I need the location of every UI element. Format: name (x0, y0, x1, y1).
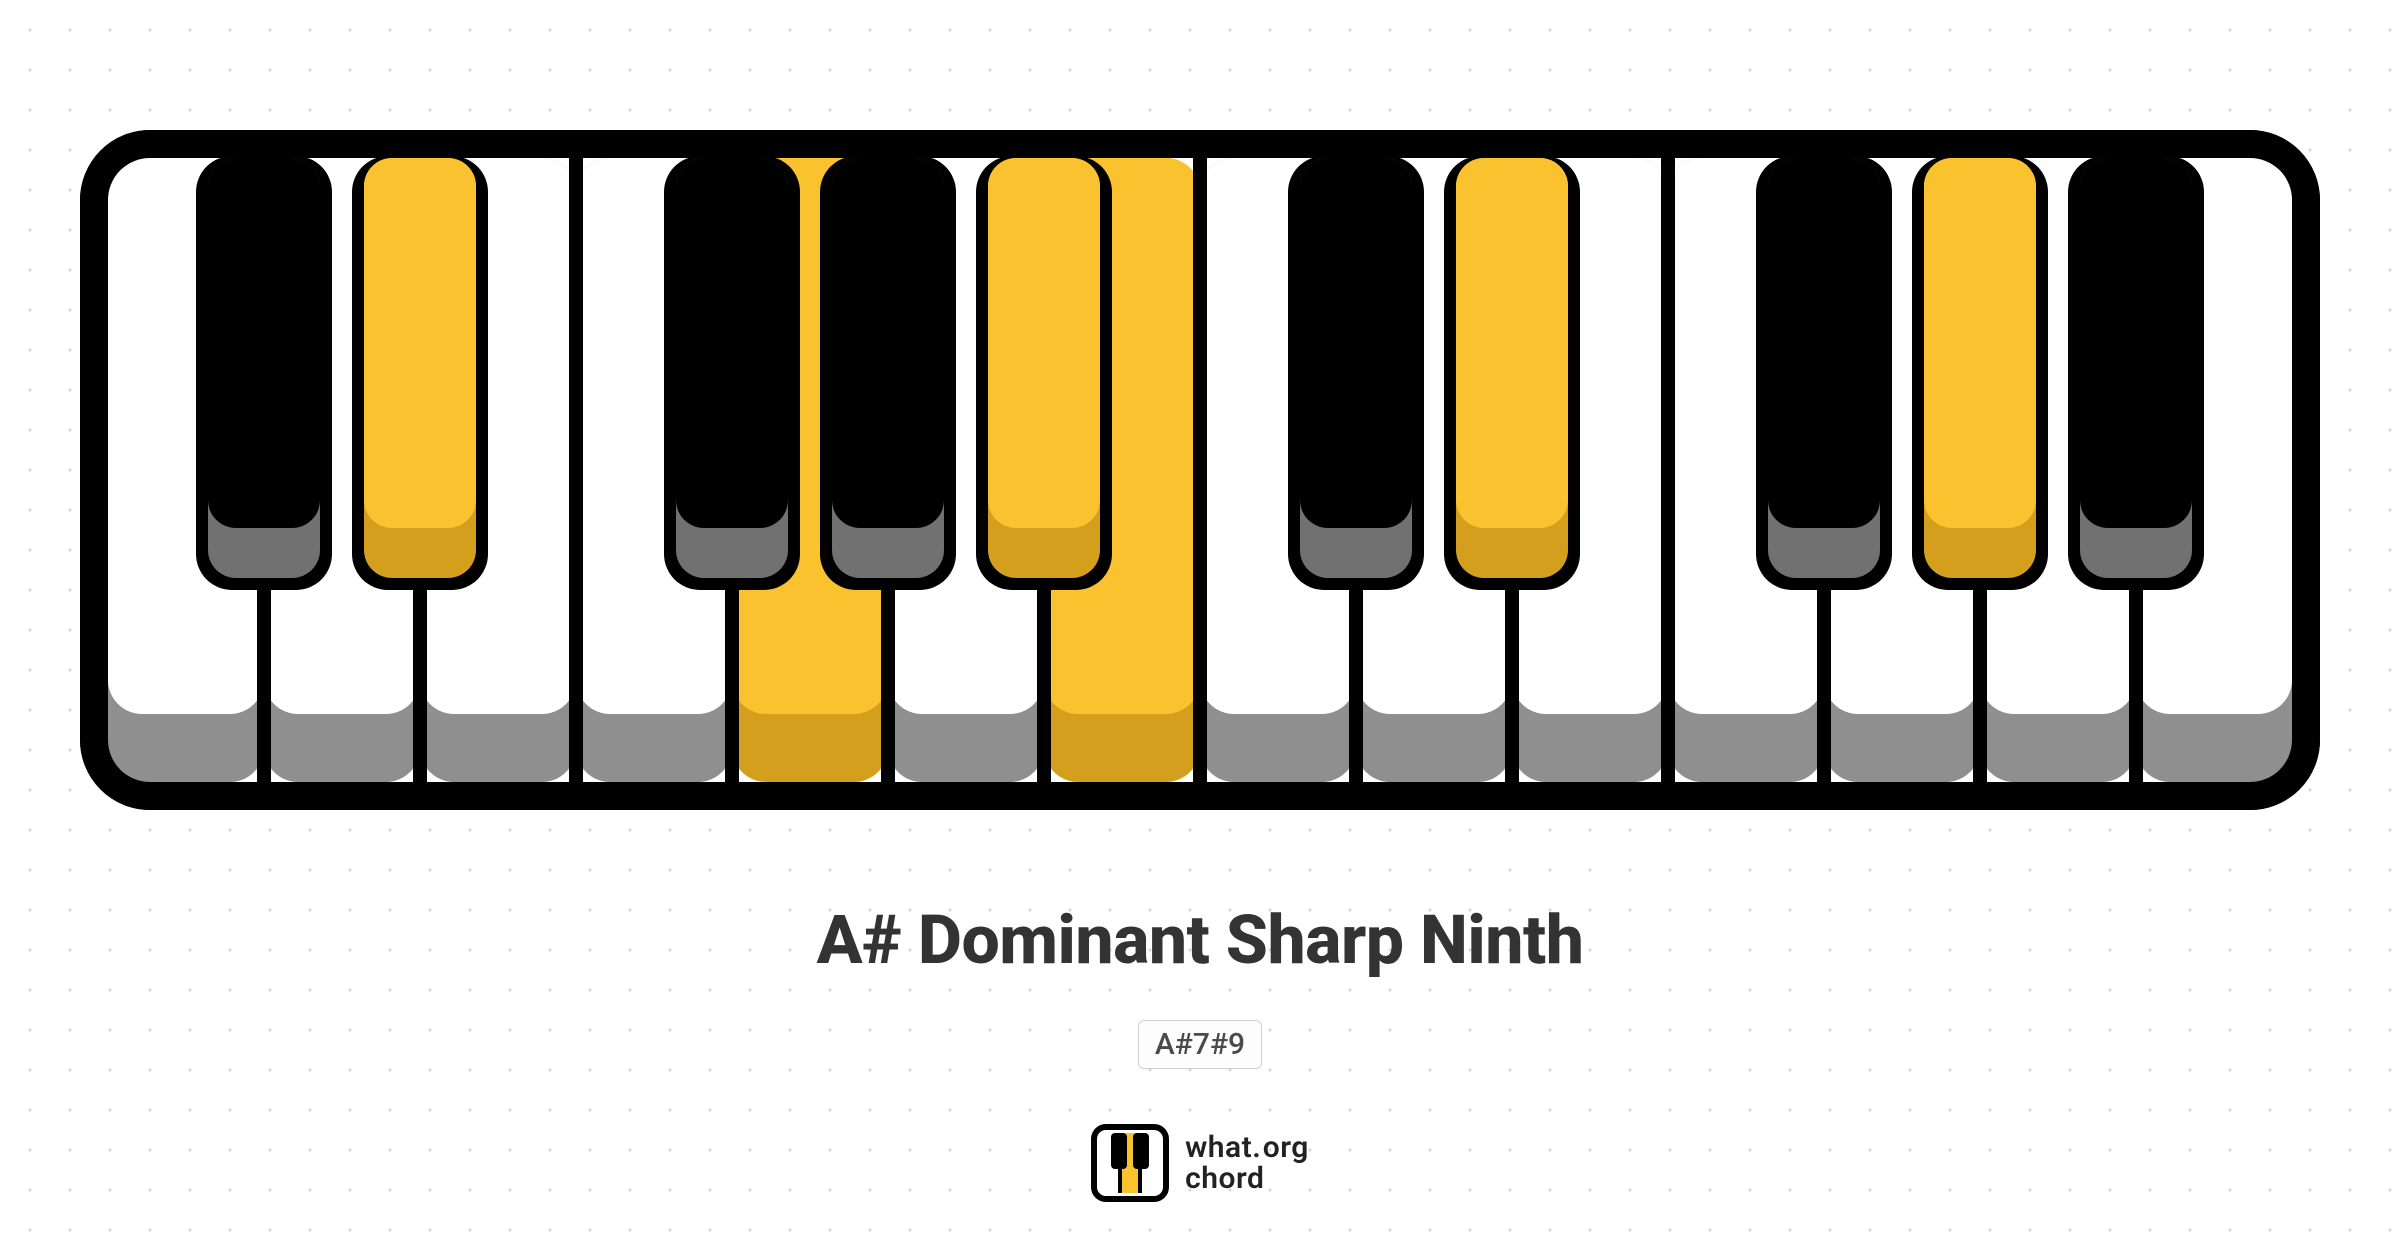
black-key (676, 158, 788, 528)
black-key (1300, 158, 1412, 528)
chord-title: A# Dominant Sharp Ninth (817, 900, 1584, 980)
logo-text: what.org chord (1185, 1132, 1309, 1195)
chord-symbol-badge: A#7#9 (1138, 1020, 1262, 1069)
piano-keyboard (80, 130, 2320, 810)
black-key-pressed (988, 158, 1100, 528)
logo-line1-left: what (1185, 1130, 1252, 1165)
piano-svg (80, 130, 2320, 810)
black-key-pressed (1924, 158, 2036, 528)
black-key-pressed (364, 158, 476, 528)
site-logo: what.org chord (1091, 1124, 1309, 1202)
logo-line2: chord (1185, 1163, 1309, 1195)
black-key-pressed (1456, 158, 1568, 528)
black-key (1768, 158, 1880, 528)
logo-line1-dot: . (1252, 1130, 1263, 1165)
logo-line1-right: org (1263, 1130, 1309, 1165)
black-key (2080, 158, 2192, 528)
logo-icon (1091, 1124, 1169, 1202)
black-key (208, 158, 320, 528)
black-key (832, 158, 944, 528)
